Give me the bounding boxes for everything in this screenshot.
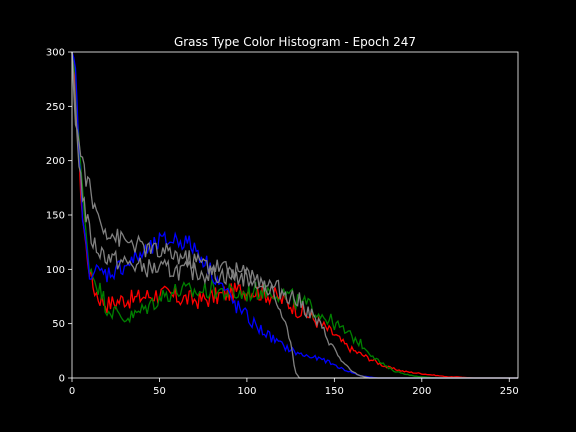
- y-tick-label: 0: [59, 374, 65, 385]
- chart-title: Grass Type Color Histogram - Epoch 247: [174, 35, 416, 49]
- x-tick-label: 250: [500, 386, 519, 397]
- y-tick-label: 150: [46, 211, 65, 222]
- y-tick-label: 250: [46, 102, 65, 113]
- y-tick-label: 100: [46, 265, 65, 276]
- x-tick-label: 0: [69, 386, 75, 397]
- x-tick-label: 50: [153, 386, 166, 397]
- x-tick-label: 200: [412, 386, 431, 397]
- x-tick-label: 100: [237, 386, 256, 397]
- y-tick-label: 200: [46, 156, 65, 167]
- y-tick-label: 50: [52, 319, 65, 330]
- plot-area: [72, 52, 518, 378]
- y-tick-label: 300: [46, 48, 65, 59]
- x-tick-label: 150: [325, 386, 344, 397]
